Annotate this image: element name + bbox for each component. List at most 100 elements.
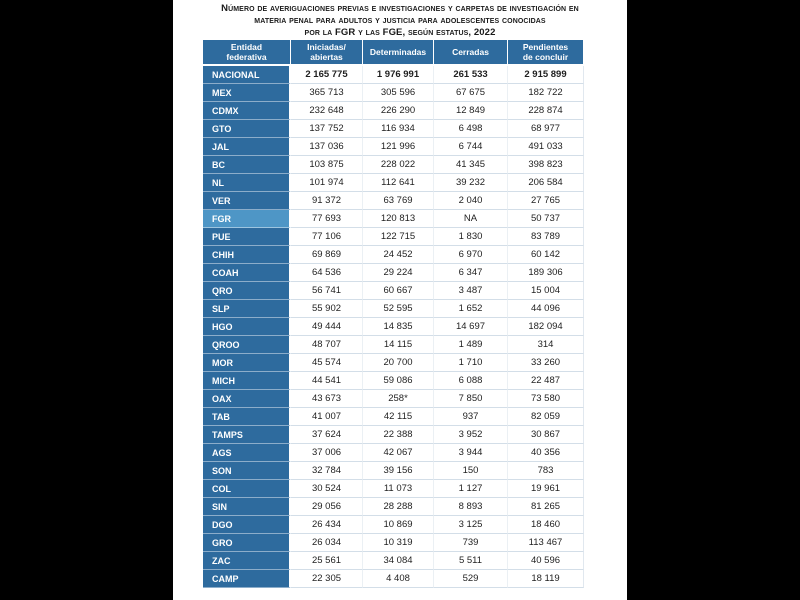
value-cell: 3 125 [434, 516, 508, 534]
value-cell: 24 452 [363, 246, 434, 264]
entity-cell: OAX [203, 390, 291, 408]
value-cell: 43 673 [291, 390, 363, 408]
value-cell: 37 006 [291, 444, 363, 462]
value-cell: 10 319 [363, 534, 434, 552]
entity-cell: NL [203, 174, 291, 192]
value-cell: 52 595 [363, 300, 434, 318]
value-cell: 228 022 [363, 156, 434, 174]
table-row: CAMP 22 305 4 408 529 18 119 [203, 570, 584, 588]
value-cell: 10 869 [363, 516, 434, 534]
value-cell: 6 347 [434, 264, 508, 282]
value-cell: 37 624 [291, 426, 363, 444]
table-body: NACIONAL 2 165 775 1 976 991 261 533 2 915 8… [203, 66, 584, 588]
value-cell: 64 536 [291, 264, 363, 282]
entity-cell: SIN [203, 498, 291, 516]
value-cell: 60 667 [363, 282, 434, 300]
entity-cell: CAMP [203, 570, 291, 588]
table-row: AGS 37 006 42 067 3 944 40 356 [203, 444, 584, 462]
table-row: NACIONAL 2 165 775 1 976 991 261 533 2 915 8… [203, 66, 584, 84]
value-cell: 30 867 [508, 426, 584, 444]
entity-cell: AGS [203, 444, 291, 462]
value-cell: 150 [434, 462, 508, 480]
entity-cell: BC [203, 156, 291, 174]
entity-cell: SON [203, 462, 291, 480]
value-cell: 529 [434, 570, 508, 588]
value-cell: 68 977 [508, 120, 584, 138]
value-cell: 44 096 [508, 300, 584, 318]
value-cell: 29 224 [363, 264, 434, 282]
value-cell: 491 033 [508, 138, 584, 156]
value-cell: 3 944 [434, 444, 508, 462]
value-cell: 937 [434, 408, 508, 426]
value-cell: 33 260 [508, 354, 584, 372]
value-cell: 206 584 [508, 174, 584, 192]
column-header: Pendientes de concluir [508, 40, 584, 66]
value-cell: 8 893 [434, 498, 508, 516]
value-cell: 44 541 [291, 372, 363, 390]
column-header: Determinadas [363, 40, 434, 66]
value-cell: 2 165 775 [291, 66, 363, 84]
report-title-line-1: Número de averiguaciones previas e inves… [221, 3, 579, 14]
value-cell: 73 580 [508, 390, 584, 408]
value-cell: 48 707 [291, 336, 363, 354]
value-cell: 22 487 [508, 372, 584, 390]
entity-cell: JAL [203, 138, 291, 156]
value-cell: 60 142 [508, 246, 584, 264]
table-row: PUE 77 106 122 715 1 830 83 789 [203, 228, 584, 246]
value-cell: 39 232 [434, 174, 508, 192]
value-cell: 182 722 [508, 84, 584, 102]
value-cell: 77 106 [291, 228, 363, 246]
entity-cell: COL [203, 480, 291, 498]
statistics-table: Entidad federativa Iniciadas/abiertas Deter… [203, 40, 584, 588]
value-cell: 3 952 [434, 426, 508, 444]
table-header-row: Entidad federativa Iniciadas/abiertas Deter… [203, 40, 584, 66]
table-row: SIN 29 056 28 288 8 893 81 265 [203, 498, 584, 516]
table-row: MEX 365 713 305 596 67 675 182 722 [203, 84, 584, 102]
value-cell: 39 156 [363, 462, 434, 480]
column-header: Cerradas [434, 40, 508, 66]
value-cell: 14 697 [434, 318, 508, 336]
value-cell: 15 004 [508, 282, 584, 300]
value-cell: 81 265 [508, 498, 584, 516]
value-cell: 22 305 [291, 570, 363, 588]
table-row: FGR 77 693 120 813 NA 50 737 [203, 210, 584, 228]
entity-cell: CDMX [203, 102, 291, 120]
value-cell: 28 288 [363, 498, 434, 516]
value-cell: 82 059 [508, 408, 584, 426]
value-cell: 3 487 [434, 282, 508, 300]
table-row: GTO 137 752 116 934 6 498 68 977 [203, 120, 584, 138]
table-row: DGO 26 434 10 869 3 125 18 460 [203, 516, 584, 534]
table-row: NL 101 974 112 641 39 232 206 584 [203, 174, 584, 192]
value-cell: 41 007 [291, 408, 363, 426]
value-cell: 42 067 [363, 444, 434, 462]
entity-cell: TAB [203, 408, 291, 426]
value-cell: 6 088 [434, 372, 508, 390]
value-cell: 32 784 [291, 462, 363, 480]
value-cell: 182 094 [508, 318, 584, 336]
value-cell: 14 835 [363, 318, 434, 336]
value-cell: 137 036 [291, 138, 363, 156]
entity-cell: DGO [203, 516, 291, 534]
value-cell: 63 769 [363, 192, 434, 210]
value-cell: 91 372 [291, 192, 363, 210]
table-row: COAH 64 536 29 224 6 347 189 306 [203, 264, 584, 282]
value-cell: 69 869 [291, 246, 363, 264]
table-row: MICH 44 541 59 086 6 088 22 487 [203, 372, 584, 390]
value-cell: 1 127 [434, 480, 508, 498]
value-cell: NA [434, 210, 508, 228]
entity-cell: NACIONAL [203, 66, 291, 84]
value-cell: 189 306 [508, 264, 584, 282]
entity-cell: GRO [203, 534, 291, 552]
value-cell: 121 996 [363, 138, 434, 156]
table-row: ZAC 25 561 34 084 5 511 40 596 [203, 552, 584, 570]
table-row: VER 91 372 63 769 2 040 27 765 [203, 192, 584, 210]
value-cell: 40 356 [508, 444, 584, 462]
value-cell: 18 460 [508, 516, 584, 534]
table-row: CDMX 232 648 226 290 12 849 228 874 [203, 102, 584, 120]
table-row: MOR 45 574 20 700 1 710 33 260 [203, 354, 584, 372]
value-cell: 314 [508, 336, 584, 354]
value-cell: 34 084 [363, 552, 434, 570]
value-cell: 50 737 [508, 210, 584, 228]
report-title: Número de averiguaciones previas e inves… [173, 3, 627, 39]
